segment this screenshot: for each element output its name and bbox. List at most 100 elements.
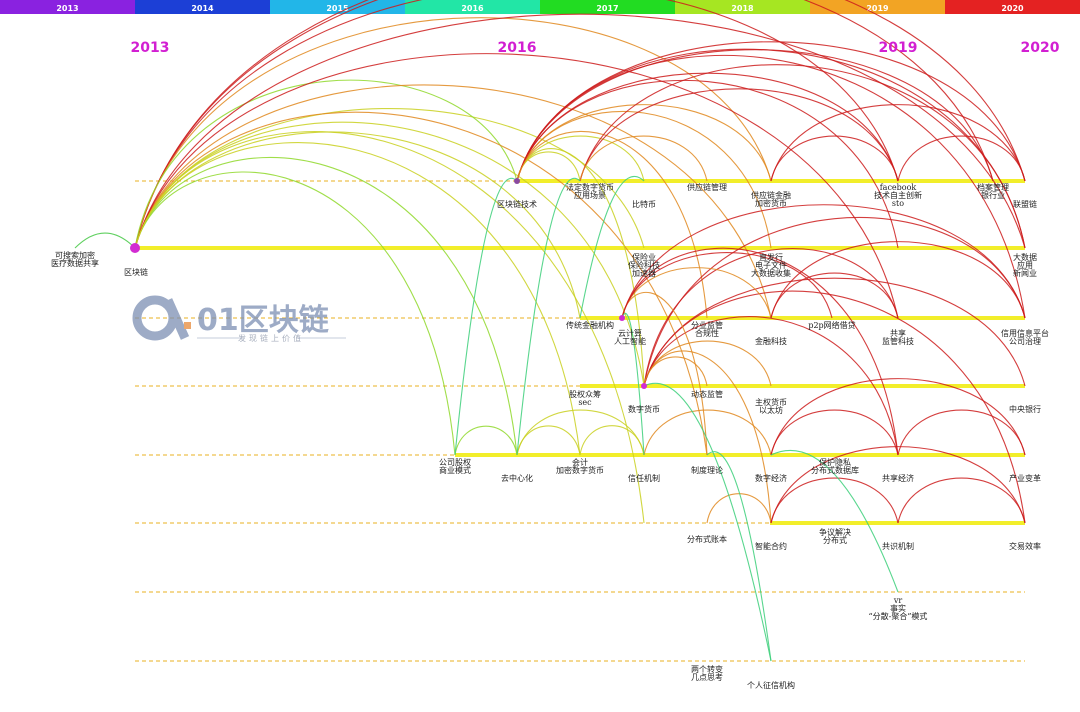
logo-dot [184, 322, 191, 329]
link [643, 356, 708, 387]
link [134, 121, 645, 387]
link [643, 350, 772, 524]
node-label: 区块链技术 [497, 199, 537, 209]
year-segment-label: 2019 [866, 4, 889, 13]
link [706, 493, 772, 524]
link [770, 272, 899, 319]
node-label: 共享 [890, 328, 906, 338]
link [516, 79, 899, 249]
node-label: 电子文件 [755, 260, 787, 270]
node-label: 应用场景 [574, 190, 606, 200]
year-segment-label: 2017 [596, 4, 618, 13]
link [897, 409, 1026, 456]
node-label: 商业模式 [439, 465, 471, 475]
link [516, 409, 645, 456]
link [579, 135, 708, 182]
link [516, 177, 581, 456]
link [770, 477, 899, 524]
year-segment-label: 2015 [326, 4, 349, 13]
node-label: 区块链 [124, 267, 148, 277]
node-label: 加速器 [632, 268, 656, 278]
link [770, 450, 899, 593]
link [134, 171, 456, 456]
node-dot [641, 383, 647, 389]
node-label: 分布式账本 [687, 534, 727, 544]
node-label: 公司股权 [439, 457, 471, 467]
link [134, 0, 1026, 249]
link [643, 277, 1026, 387]
node-label: 分布式数据库 [811, 465, 859, 475]
year-label: 2020 [1021, 40, 1060, 56]
link [643, 316, 899, 456]
year-label: 2016 [498, 40, 537, 56]
node-label: 分布式 [823, 535, 847, 545]
node-label: 个人征信机构 [747, 680, 795, 690]
node-label: 金融科技 [755, 336, 787, 346]
node-label: 股权众筹 [569, 389, 601, 399]
lanes [135, 179, 1025, 662]
node-label: “分散-聚合”模式 [869, 611, 928, 621]
year-segment [135, 0, 271, 14]
link [770, 409, 899, 456]
node-label: 制度理论 [691, 465, 723, 475]
logo-stroke [163, 298, 190, 340]
link [74, 232, 136, 249]
link [579, 88, 899, 182]
node-label: 分业监管 [691, 320, 723, 330]
link [643, 248, 899, 387]
year-segment-label: 2018 [731, 4, 754, 13]
node-label: 大数据 [1013, 252, 1037, 262]
link [516, 131, 708, 319]
link [579, 64, 1026, 249]
year-bar: 2013 2014 2015 2016 2017 2018 2019 2020 [0, 0, 1080, 14]
year-segment-label: 2014 [191, 4, 214, 13]
link [621, 291, 708, 456]
node-label: 医疗数据共享 [51, 258, 99, 268]
year-segment [945, 0, 1080, 14]
link [454, 425, 518, 456]
tagline: 发现链上价值 [238, 333, 304, 343]
node-label: 产业变革 [1009, 473, 1041, 483]
node-label: p2p网络借贷 [808, 320, 855, 330]
node-label: 供应链金融 [751, 190, 791, 200]
link [516, 425, 581, 456]
node-label: 事实 [890, 603, 906, 613]
node-label: 动态监管 [691, 389, 723, 399]
node-dot [514, 178, 520, 184]
node-label: 法定数字货币 [566, 182, 614, 192]
node-label: 银行业 [981, 190, 1005, 200]
link [897, 477, 1026, 524]
year-segment [810, 0, 946, 14]
node-label: sec [578, 398, 592, 407]
node-label: 保护隐私 [819, 457, 851, 467]
node-label: 去中心化 [501, 473, 533, 483]
node-label: 加密数字货币 [556, 465, 604, 475]
link [643, 382, 772, 662]
node-label: 联盟链 [1013, 199, 1037, 209]
node-label: 信用信息平台 [1001, 328, 1049, 338]
link [134, 0, 899, 249]
year-label: 2019 [879, 40, 918, 56]
node-label: 新闻业 [1013, 268, 1037, 278]
year-segment [540, 0, 676, 14]
link [134, 111, 708, 456]
link [134, 156, 518, 456]
node-label: 公司治理 [1009, 336, 1041, 346]
node-label: 交易效率 [1009, 541, 1041, 551]
node-label: 几点思考 [691, 673, 723, 682]
year-label: 2013 [131, 40, 170, 56]
year-segment [405, 0, 541, 14]
node-label: 直发行 [759, 252, 783, 262]
node-dot [130, 243, 140, 253]
node-label: 数字货币 [628, 404, 660, 414]
node-label: 共识机制 [882, 541, 914, 551]
link [706, 451, 772, 662]
link [897, 135, 1026, 182]
node-label: 档案管理 [977, 182, 1009, 192]
link [643, 216, 1026, 387]
link [134, 84, 772, 319]
node-label: 数字经济 [755, 473, 787, 483]
node-label: 比特币 [632, 199, 656, 209]
link [770, 104, 1026, 182]
